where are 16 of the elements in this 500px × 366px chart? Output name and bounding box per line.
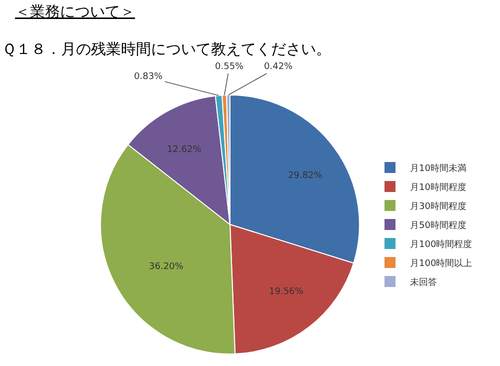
legend-label: 月10時間未満 [410, 163, 466, 174]
data-label: 19.56% [269, 287, 304, 297]
data-label: 12.62% [167, 145, 202, 155]
legend-label: 月100時間程度 [410, 239, 472, 250]
legend-label: 月10時間程度 [410, 182, 466, 194]
legend-label: 未回答 [410, 277, 437, 288]
legend-label: 月30時間程度 [410, 201, 466, 212]
data-label: 0.83% [134, 72, 164, 82]
data-label: 29.82% [288, 171, 323, 181]
data-label: 36.20% [149, 262, 184, 272]
data-label: 0.42% [264, 62, 294, 72]
chart-subtitle: Ｑ１８．月の残業時間について教えてください。 [2, 40, 331, 58]
legend-label: 月50時間程度 [410, 220, 466, 232]
chart-title: ＜業務について＞ [15, 2, 135, 20]
data-label: 0.55% [215, 62, 244, 72]
legend-label: 月100時間以上 [410, 258, 472, 270]
